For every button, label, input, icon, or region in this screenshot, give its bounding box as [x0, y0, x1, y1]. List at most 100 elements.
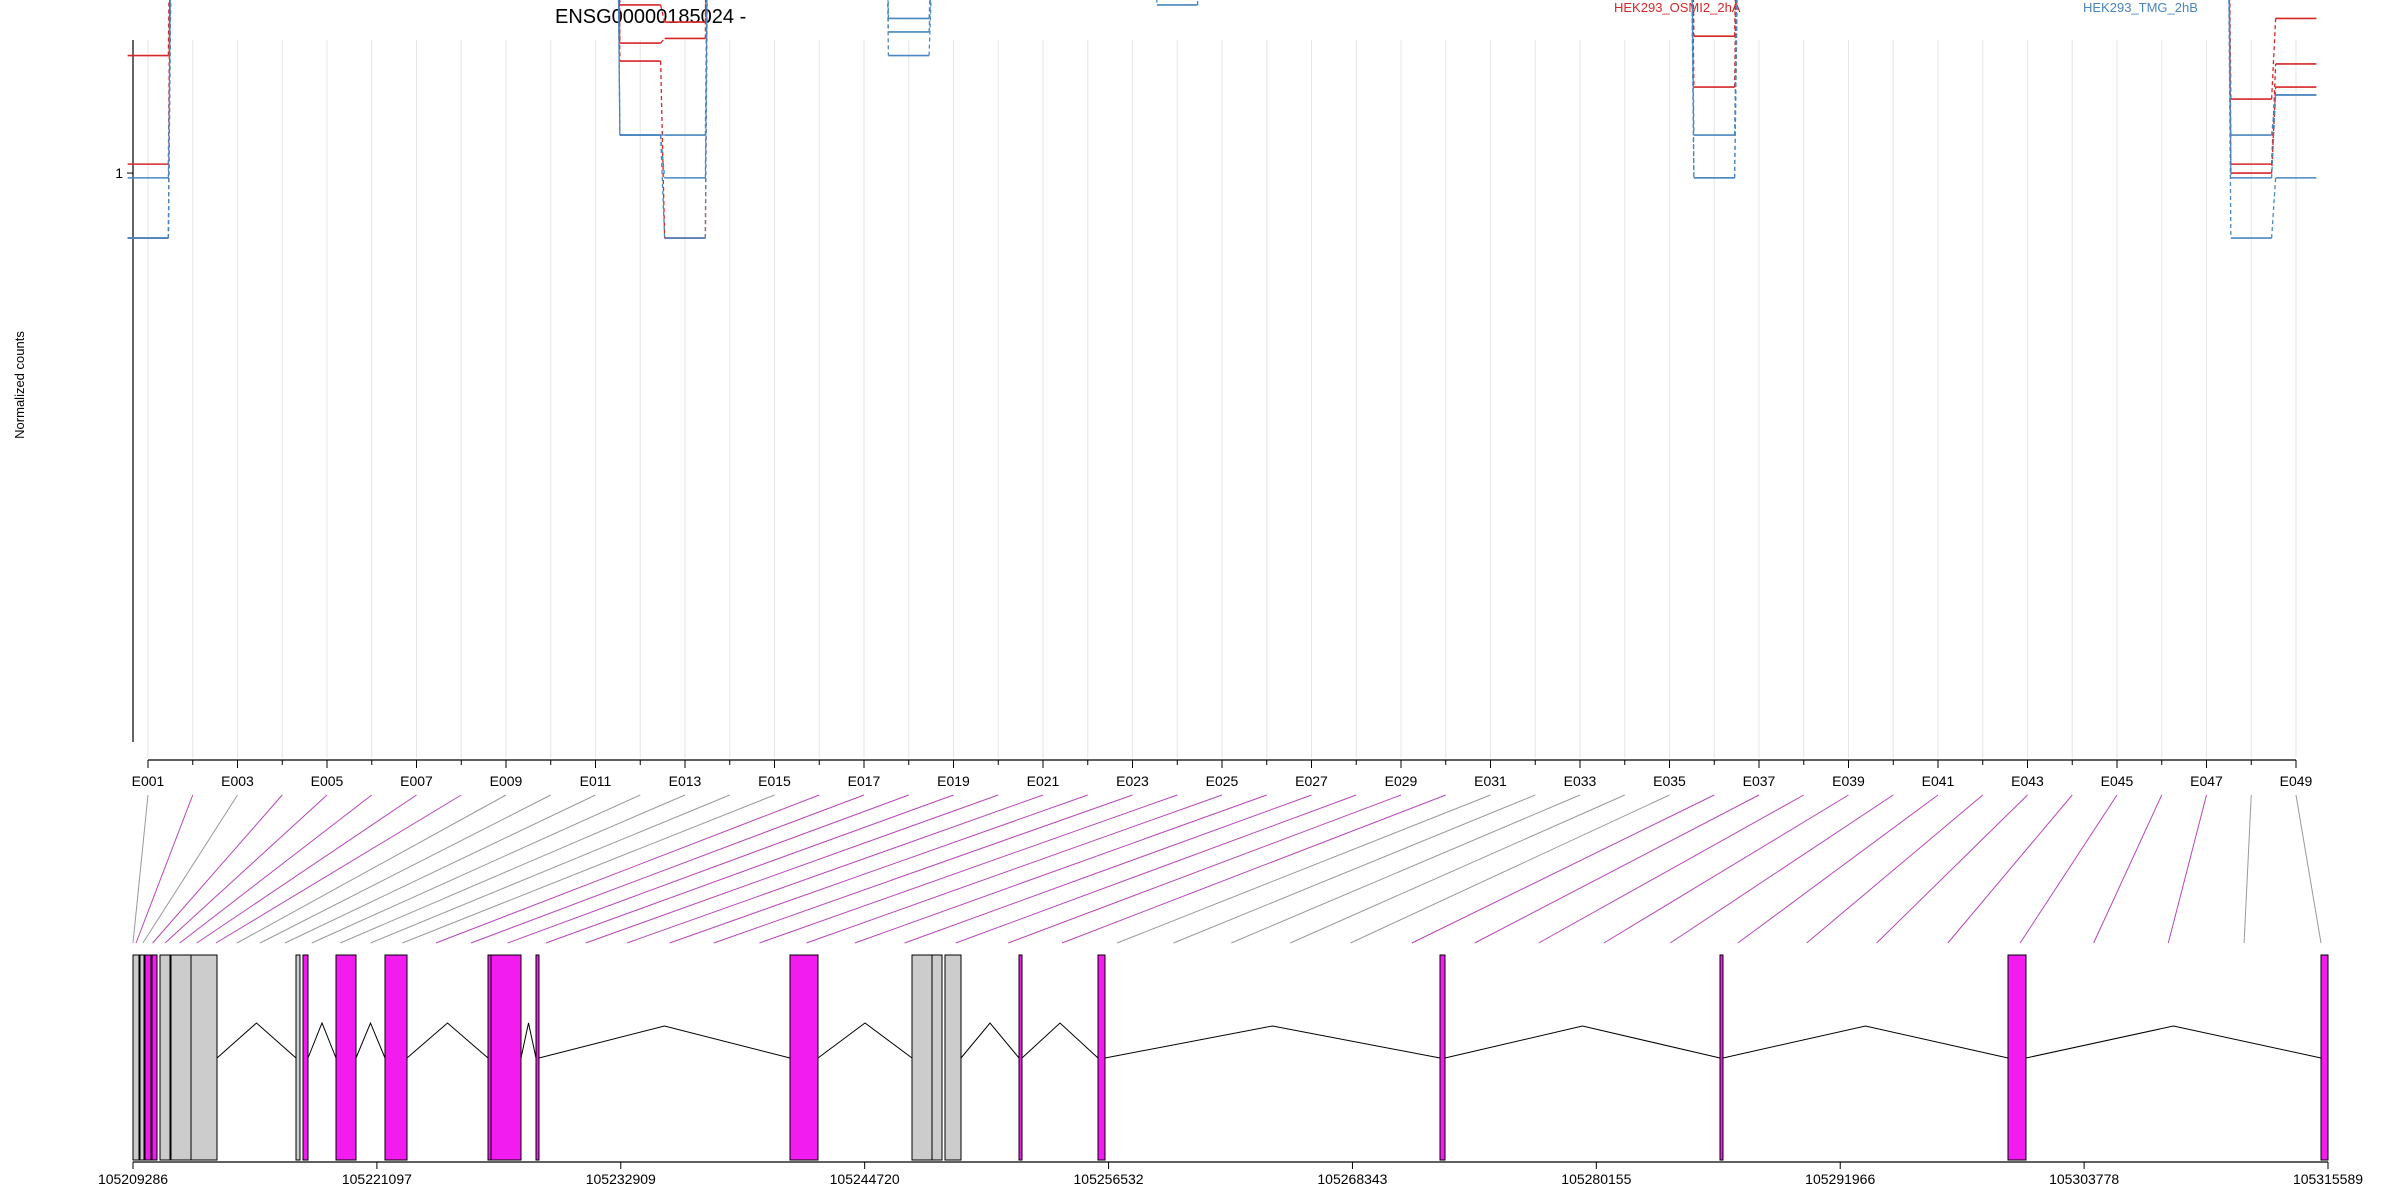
exon-value-connector: [2228, 0, 2232, 239]
exon-value-connector: [1156, 0, 1158, 5]
exon-mapping-line: [1947, 794, 2073, 944]
genomic-tick-label: 105291966: [1805, 1171, 1875, 1187]
exon-block: [944, 954, 962, 1161]
gene-model: 105209286 105221097 105232909 105244720 1052…: [98, 954, 2363, 1187]
chart-title: ENSG00000185024 -: [555, 6, 746, 28]
exon-mapping-line: [713, 794, 1133, 944]
legend-series-osmi2: HEK293_OSMI2_2hA: [1614, 0, 1741, 15]
exon-block: [1719, 954, 1724, 1161]
x-tick-label: E005: [311, 773, 344, 789]
x-tick-label: E043: [2011, 773, 2044, 789]
x-tick-label: E039: [1832, 773, 1865, 789]
x-tick-label: E041: [1922, 773, 1955, 789]
exon-block: [190, 954, 218, 1161]
exon-value-connector: [1196, 0, 1199, 5]
exon-mapping-line: [1173, 794, 1536, 944]
exon-mapping-line: [2243, 794, 2252, 944]
exon-mapping-line: [2167, 794, 2207, 944]
intron-line: [817, 1022, 913, 1059]
exon-mapping-line: [196, 794, 417, 944]
exon-block: [139, 954, 145, 1161]
exon-mapping-line: [179, 794, 373, 944]
intron-line: [355, 1021, 386, 1059]
exon-mapping-line: [1350, 794, 1670, 944]
intron-line: [1444, 1025, 1721, 1059]
exon-mapping-line: [669, 794, 1088, 944]
x-tick-label: E025: [1206, 773, 1239, 789]
x-tick-label: E029: [1385, 773, 1418, 789]
exon-value-connector: [660, 38, 666, 44]
genomic-tick-label: 105244720: [830, 1171, 900, 1187]
x-tick-label: E035: [1653, 773, 1686, 789]
exon-block: [1018, 954, 1023, 1161]
x-tick-label: E045: [2101, 773, 2134, 789]
intron-line: [1104, 1025, 1441, 1059]
genomic-tick-label: 105268343: [1317, 1171, 1387, 1187]
exon-mapping-line: [1737, 794, 1939, 944]
exon-value-connector: [1692, 0, 1695, 88]
exon-mapping-line: [1008, 794, 1402, 944]
intron-line: [1021, 1022, 1099, 1059]
x-tick-label: E009: [490, 773, 523, 789]
genomic-tick-label: 105209286: [98, 1171, 168, 1187]
exon-mapping-line: [1231, 794, 1581, 944]
exon-block: [1097, 954, 1106, 1161]
exon-connectors: [132, 794, 2322, 944]
y-axis-label: Normalized counts: [12, 331, 27, 439]
exon-value-connector: [659, 134, 666, 239]
exon-block: [911, 954, 935, 1161]
exon-mapping-line: [507, 794, 909, 944]
genomic-tick-label: 105232909: [586, 1171, 656, 1187]
exon-mapping-line: [152, 794, 283, 944]
exon-mapping-line: [1474, 794, 1760, 944]
x-tick-label: E007: [400, 773, 433, 789]
exon-mapping-line: [904, 794, 1312, 944]
exon-mapping-line: [1061, 794, 1446, 944]
exon-mapping-line: [135, 794, 194, 944]
exon-mapping-line: [435, 794, 820, 944]
exon-value-connector: [887, 0, 890, 19]
exon-mapping-line: [236, 794, 507, 944]
x-tick-label: E015: [758, 773, 791, 789]
exon-mapping-line: [545, 794, 954, 944]
x-tick-label: E001: [132, 773, 165, 789]
exon-value-connector: [2270, 177, 2277, 239]
exon-mapping-line: [2019, 794, 2118, 944]
exon-block: [335, 954, 357, 1161]
exon-mapping-line: [2093, 794, 2163, 944]
exon-mapping-line: [2295, 794, 2322, 944]
exon-value-connector: [1733, 0, 1738, 178]
exon-block: [384, 954, 408, 1161]
exon-value-connector: [167, 0, 172, 239]
exon-block: [159, 954, 171, 1161]
x-tick-label: E037: [1743, 773, 1776, 789]
genomic-tick-label: 105221097: [342, 1171, 412, 1187]
exon-mapping-line: [142, 794, 238, 944]
exon-mapping-line: [1411, 794, 1715, 944]
x-tick-label: E047: [2190, 773, 2223, 789]
x-tick-label: E033: [1564, 773, 1597, 789]
exon-value-connector: [2270, 87, 2277, 174]
genomic-tick-label: 105315589: [2293, 1171, 2363, 1187]
genomic-tick-label: 105256532: [1074, 1171, 1144, 1187]
x-tick-label: E021: [1027, 773, 1060, 789]
series-lines: [127, 0, 2317, 239]
exon-mapping-line: [470, 794, 865, 944]
exon-mapping-line: [284, 794, 596, 944]
intron-line: [1722, 1025, 2009, 1059]
y-tick-label: 1: [115, 165, 123, 181]
exon-block: [302, 954, 309, 1161]
vertical-grid: [147, 40, 2297, 758]
exon-block: [295, 954, 301, 1161]
axes: 1101001000E001E003E005E007E009E011E013E0…: [115, 40, 2313, 789]
exon-block: [1439, 954, 1446, 1161]
x-tick-label: E017: [848, 773, 881, 789]
x-tick-label: E019: [937, 773, 970, 789]
x-tick-label: E023: [1116, 773, 1149, 789]
exon-mapping-line: [402, 794, 775, 944]
exon-mapping-line: [585, 794, 999, 944]
intron-line: [520, 1022, 537, 1059]
exon-block: [789, 954, 819, 1161]
exon-mapping-line: [806, 794, 1223, 944]
